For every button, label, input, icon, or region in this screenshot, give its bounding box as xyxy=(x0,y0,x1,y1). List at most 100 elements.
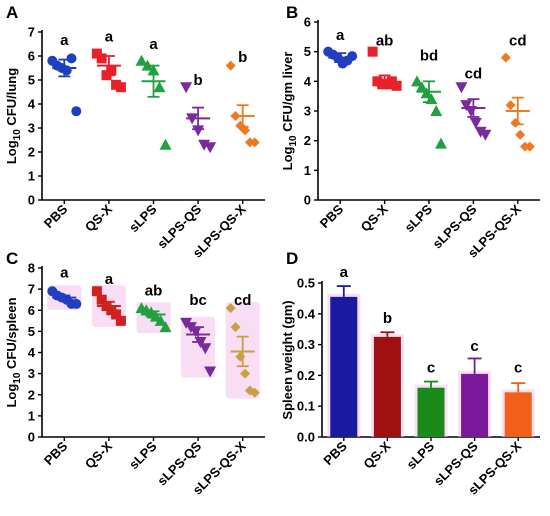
data-point xyxy=(347,51,358,62)
data-point xyxy=(479,129,492,141)
data-point xyxy=(106,65,117,76)
bar xyxy=(417,387,445,437)
x-tick-label: PBS xyxy=(41,201,71,231)
y-tick-label: 2 xyxy=(304,133,311,148)
y-tick-label: 3 xyxy=(28,366,35,381)
significance-label: cd xyxy=(509,33,527,50)
y-tick-label: 1 xyxy=(28,408,35,423)
y-axis-label: Log10 CFU/spleen xyxy=(4,297,23,407)
y-tick-label: 6 xyxy=(28,49,35,64)
significance-label: a xyxy=(60,32,69,49)
x-tick-label: sLPS xyxy=(126,201,160,235)
data-point xyxy=(367,46,378,57)
data-point xyxy=(225,303,236,314)
y-tick-label: 6 xyxy=(28,303,35,318)
data-point xyxy=(91,286,102,297)
data-point xyxy=(515,129,526,140)
y-tick-label: 8 xyxy=(28,261,35,276)
bar xyxy=(504,392,532,437)
significance-label: c xyxy=(470,338,478,355)
x-tick-label: QS-X xyxy=(82,201,115,234)
data-point xyxy=(225,60,236,71)
bar xyxy=(461,373,489,437)
data-point xyxy=(111,309,122,320)
y-tick-label: 4 xyxy=(28,345,36,360)
data-point xyxy=(240,125,251,136)
significance-label: cd xyxy=(234,292,252,309)
significance-label: a xyxy=(336,27,345,44)
x-tick-label: sLPS xyxy=(126,438,160,472)
data-point xyxy=(435,137,447,149)
y-tick-label: 0 xyxy=(28,193,35,208)
y-axis-label-subscript: 10 xyxy=(288,135,299,147)
panel-letter: D xyxy=(286,249,298,268)
y-tick-label: 4 xyxy=(28,97,36,112)
y-tick-label: 0.0 xyxy=(297,430,315,445)
y-tick-label: 2 xyxy=(28,387,35,402)
y-axis-label-subscript: 10 xyxy=(12,372,23,384)
x-tick-label: PBS xyxy=(41,438,71,468)
significance-label: a xyxy=(149,36,158,53)
data-point xyxy=(411,75,423,87)
data-point xyxy=(66,53,77,64)
y-tick-label: 0 xyxy=(304,193,311,208)
y-axis-label: Log10 CFU/lung xyxy=(4,68,23,164)
data-point xyxy=(430,105,443,116)
y-tick-label: 0.5 xyxy=(297,276,315,291)
y-tick-label: 0 xyxy=(28,430,35,445)
data-point xyxy=(230,322,241,333)
significance-label: c xyxy=(514,359,522,376)
y-tick-label: 7 xyxy=(28,282,35,297)
data-point xyxy=(249,387,260,398)
significance-label: b xyxy=(238,49,247,66)
data-point xyxy=(469,117,482,129)
y-axis-label-subscript: 10 xyxy=(12,129,23,141)
data-point xyxy=(61,65,72,76)
significance-label: bd xyxy=(420,48,438,65)
panel-letter: A xyxy=(6,3,18,22)
y-tick-label: 0.2 xyxy=(297,368,315,383)
significance-label: c xyxy=(427,359,435,376)
x-tick-label: QS-X xyxy=(358,201,391,234)
y-tick-label: 0.1 xyxy=(297,399,315,414)
data-point xyxy=(192,125,205,137)
y-axis-label-log: Log xyxy=(4,140,19,164)
y-tick-label: 3 xyxy=(28,121,35,136)
data-point xyxy=(115,315,126,326)
data-point xyxy=(159,138,172,150)
y-axis-label-unit: CFU/lung xyxy=(4,68,19,129)
significance-label: cd xyxy=(465,65,483,82)
significance-label: a xyxy=(60,265,69,282)
y-tick-label: 7 xyxy=(28,25,35,40)
y-tick-label: 4 xyxy=(304,74,312,89)
panel-letter: B xyxy=(286,3,298,22)
y-tick-label: 2 xyxy=(28,145,35,160)
significance-label: a xyxy=(105,271,114,288)
y-tick-label: 5 xyxy=(28,324,35,339)
data-point xyxy=(96,53,107,64)
significance-label: b xyxy=(383,310,392,327)
significance-label: a xyxy=(340,264,349,281)
data-point xyxy=(474,126,487,138)
group-highlight xyxy=(181,316,216,378)
panel-letter: C xyxy=(6,249,18,268)
y-axis-label-unit: CFU/spleen xyxy=(4,297,19,372)
data-point xyxy=(510,117,521,128)
x-tick-label: sLPS xyxy=(404,438,438,472)
data-point xyxy=(204,142,217,154)
data-point xyxy=(153,81,166,93)
data-point xyxy=(199,343,212,355)
data-point xyxy=(135,54,148,66)
data-point xyxy=(154,314,167,326)
significance-label: ab xyxy=(376,33,394,50)
x-tick-label: QS-X xyxy=(82,438,115,471)
y-tick-label: 0.4 xyxy=(297,306,316,321)
y-axis-label-log: Log xyxy=(280,146,295,170)
y-tick-label: 6 xyxy=(304,15,311,30)
y-tick-label: 1 xyxy=(304,163,311,178)
